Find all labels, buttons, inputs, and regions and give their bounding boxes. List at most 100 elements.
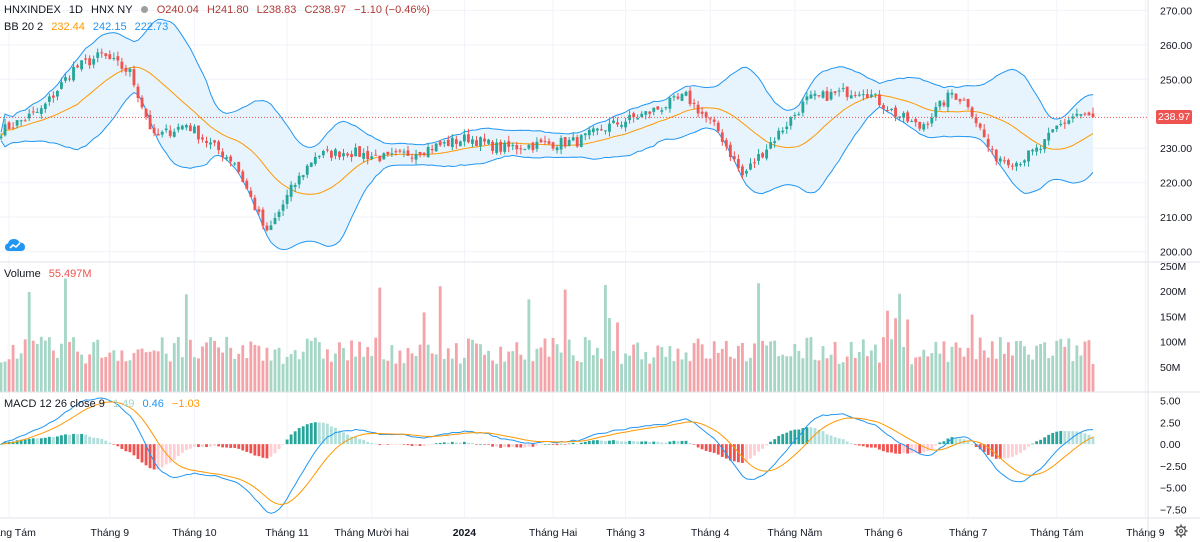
macd-tick-label: 0.00 (1160, 439, 1181, 451)
candle-body (458, 141, 462, 147)
volume-bar (962, 356, 966, 392)
volume-bar (1015, 341, 1018, 392)
candle-body (583, 133, 587, 136)
macd-histogram-bar (160, 444, 164, 468)
volume-bar (825, 358, 829, 392)
macd-label[interactable]: MACD 12 26 close 9 (4, 398, 105, 410)
candle-body (620, 124, 623, 127)
volume-label[interactable]: Volume (4, 268, 41, 280)
macd-histogram-bar (193, 444, 196, 447)
macd-histogram-bar (712, 444, 716, 453)
candle-body (865, 94, 869, 99)
volume-bar (801, 358, 805, 392)
volume-bar (749, 357, 752, 392)
volume-bar (354, 356, 358, 392)
candle-body (563, 137, 567, 147)
candle-body (325, 149, 329, 151)
bollinger-bands (0, 18, 1094, 251)
candle-body (1035, 147, 1038, 152)
macd-histogram-bar (555, 444, 559, 446)
volume-bar (309, 340, 313, 392)
volume-bar (902, 346, 906, 392)
interval-label[interactable]: 1D (68, 4, 83, 16)
macd-histogram-bar (475, 444, 478, 445)
volume-bar (660, 347, 664, 392)
macd-histogram-bar (128, 444, 132, 453)
macd-pane[interactable] (0, 397, 1095, 514)
bb-label[interactable]: BB 20 2 (4, 21, 44, 33)
volume-bar (382, 359, 386, 392)
macd-histogram-bar (164, 444, 168, 465)
macd-histogram-bar (882, 444, 885, 452)
candle-body (648, 111, 652, 114)
volume-bar (704, 358, 708, 392)
candle-body (809, 94, 813, 99)
candle-body (402, 151, 406, 153)
macd-histogram-bar (853, 444, 857, 445)
candle-body (1083, 113, 1087, 115)
macd-histogram-bar (857, 444, 861, 446)
macd-histogram-bar (342, 432, 345, 445)
macd-histogram-bar (910, 444, 914, 454)
candle-body (245, 180, 249, 189)
symbol-name[interactable]: HNXINDEX (4, 4, 61, 16)
macd-histogram-bar (503, 444, 507, 448)
macd-histogram-bar (865, 444, 869, 448)
macd-histogram-bar (233, 444, 237, 448)
time-scale[interactable]: Tháng Tám Tháng 9 Tháng 10 Tháng 11 Tháng Mư… (0, 527, 1165, 539)
macd-histogram-bar (1023, 444, 1026, 451)
candle-body (684, 91, 688, 96)
macd-histogram-bar (1091, 436, 1095, 445)
macd-histogram-bar (47, 436, 51, 445)
candle-body (0, 136, 3, 139)
volume-bar (450, 358, 454, 392)
volume-bar (869, 350, 873, 392)
bb-lower-value: 222.73 (134, 21, 169, 33)
gear-icon[interactable] (1174, 524, 1188, 538)
volume-bar (507, 351, 511, 392)
macd-histogram-bar (305, 424, 309, 445)
volume-bar (1075, 345, 1079, 392)
price-scale[interactable]: 270.00260.00250.00240.00230.00220.00210.… (1160, 5, 1192, 516)
macd-histogram-bar (241, 444, 245, 451)
bb-upper-value: 242.15 (92, 21, 127, 33)
macd-tick-label: −2.50 (1160, 461, 1187, 473)
candle-body (652, 107, 656, 112)
macd-histogram-bar (462, 441, 466, 445)
macd-histogram-bar (902, 444, 906, 454)
candle-body (519, 148, 523, 150)
macd-histogram-bar (418, 444, 422, 446)
price-candles[interactable] (0, 48, 1095, 232)
candle-body (1010, 165, 1014, 167)
volume-bar (515, 342, 519, 392)
volume-bar (51, 350, 55, 392)
macd-histogram-bar (914, 444, 918, 453)
volume-bar (47, 337, 51, 392)
macd-histogram-bar (148, 444, 152, 469)
macd-histogram-bar (628, 440, 632, 445)
tradingview-cloud-icon[interactable] (4, 236, 26, 254)
volume-bars[interactable] (0, 278, 1095, 392)
candle-body (741, 166, 744, 176)
volume-bar (225, 336, 229, 392)
volume-bar (575, 361, 579, 392)
candle-body (640, 113, 644, 117)
macd-histogram-bar (652, 441, 656, 445)
volume-bar (289, 354, 293, 392)
volume-bar (837, 363, 841, 392)
candle-body (930, 117, 934, 124)
macd-histogram-bar (209, 444, 212, 447)
volume-bar (861, 339, 865, 392)
candle-body (595, 128, 599, 131)
volume-bar (853, 357, 857, 392)
macd-histogram-bar (64, 434, 67, 445)
candle-body (845, 86, 849, 98)
candle-body (527, 144, 531, 149)
volume-tick-label: 100M (1160, 337, 1186, 349)
candle-body (390, 153, 394, 155)
candle-body (813, 93, 817, 96)
volume-bar (523, 359, 527, 392)
macd-tick-label: −7.50 (1160, 504, 1187, 516)
